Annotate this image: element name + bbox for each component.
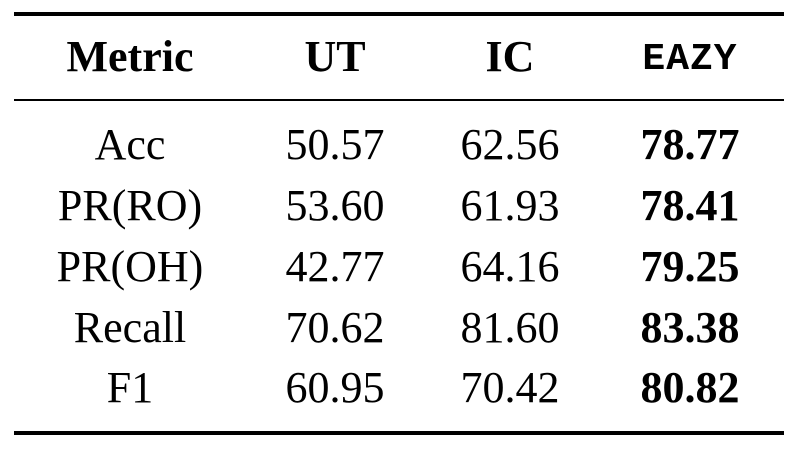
row-metric-label: F1 [106,363,154,412]
row-metric-label: Recall [73,303,187,352]
row-metric-label: Acc [94,120,166,169]
table-top-rule [14,12,784,16]
table-header-rule [14,99,784,101]
row-ut-value: 60.95 [285,363,385,412]
row-ic-value: 81.60 [460,303,560,352]
row-ic-value: 64.16 [460,242,560,291]
row-metric-label: PR(RO) [57,181,203,230]
table-bottom-rule [14,431,784,435]
header-ut: UT [304,32,366,81]
row-ic-value: 62.56 [460,120,560,169]
row-ic-value: 61.93 [460,181,560,230]
row-eazy-value: 79.25 [640,242,740,291]
row-metric-label: PR(OH) [56,242,204,291]
row-eazy-value: 78.77 [640,120,740,169]
row-ic-value: 70.42 [460,363,560,412]
row-ut-value: 70.62 [285,303,385,352]
header-eazy: EAZY [642,38,738,81]
row-eazy-value: 83.38 [640,303,740,352]
header-ic: IC [485,32,535,81]
row-ut-value: 53.60 [285,181,385,230]
header-metric: Metric [66,32,194,81]
row-eazy-value: 78.41 [640,181,740,230]
row-ut-value: 50.57 [285,120,385,169]
row-ut-value: 42.77 [285,242,385,291]
row-eazy-value: 80.82 [640,363,740,412]
